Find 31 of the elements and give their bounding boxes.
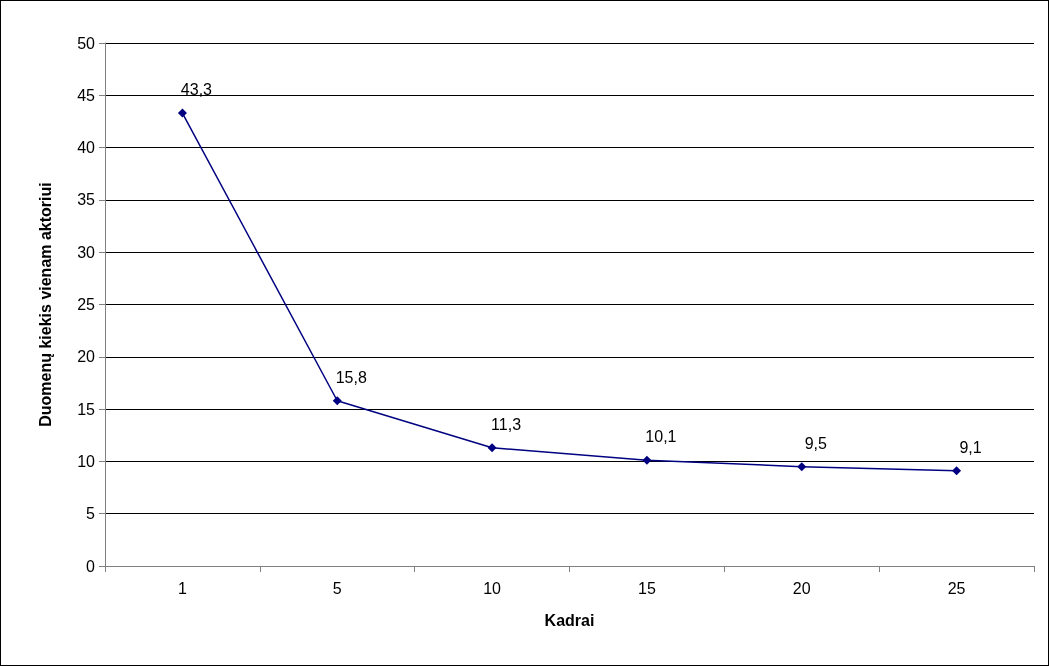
y-axis-title: Duomenų kiekis vienam aktoriui — [36, 182, 54, 427]
y-tick-label: 40 — [77, 139, 96, 157]
data-label: 43,3 — [180, 81, 213, 99]
data-label: 11,3 — [491, 415, 522, 433]
data-label: 9,5 — [804, 434, 827, 452]
x-axis-title: Kadrai — [544, 611, 595, 629]
y-tick-label: 5 — [86, 505, 96, 523]
point — [332, 396, 342, 406]
y-tick-label: 50 — [77, 34, 96, 52]
x-tick-label: 1 — [177, 579, 187, 597]
x-tick-label: 5 — [332, 579, 342, 597]
point — [487, 443, 497, 453]
point — [642, 455, 652, 465]
x-tick-label: 20 — [792, 579, 811, 597]
x-tick-label: 10 — [483, 579, 502, 597]
y-tick-label: 25 — [77, 296, 96, 313]
point — [177, 108, 187, 118]
x-tick-label: 25 — [947, 579, 966, 597]
point — [797, 462, 807, 472]
y-tick-label: 35 — [77, 191, 96, 209]
x-tick-label: 15 — [638, 579, 656, 597]
y-tick-label: 30 — [77, 243, 96, 261]
y-tick-label: 20 — [77, 348, 96, 366]
point — [952, 466, 962, 476]
y-tick-label: 0 — [86, 557, 96, 575]
data-label: 10,1 — [645, 428, 677, 446]
y-tick-label: 15 — [77, 400, 96, 418]
y-tick-label: 45 — [77, 86, 96, 104]
y-tick-label: 10 — [77, 452, 96, 470]
data-label: 9,1 — [959, 438, 982, 456]
data-label: 15,8 — [335, 368, 367, 386]
